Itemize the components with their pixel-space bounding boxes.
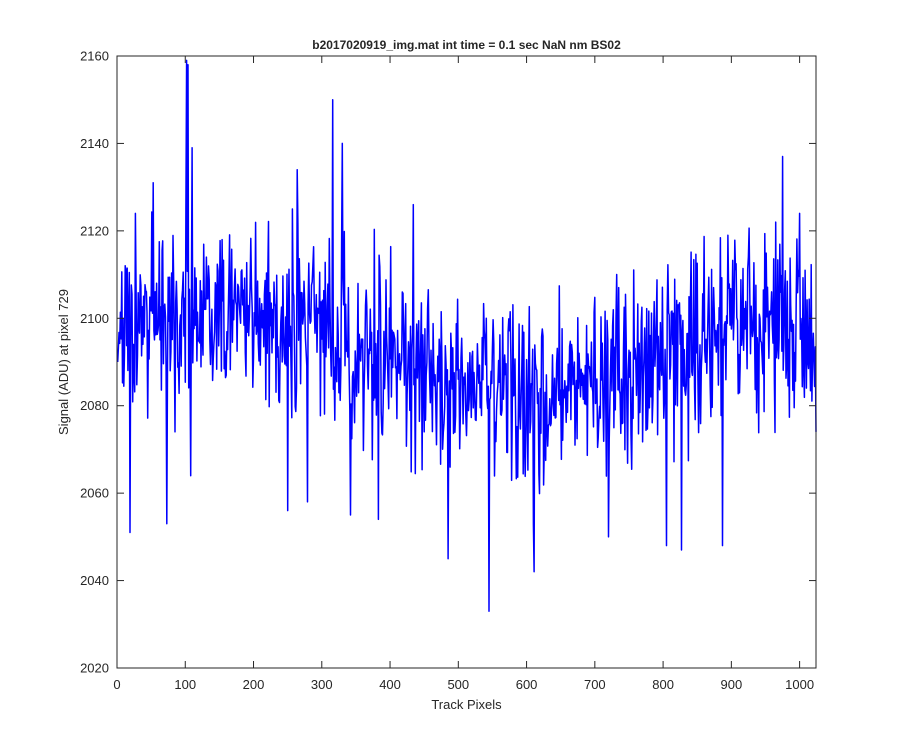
x-axis-label: Track Pixels [431,697,502,712]
y-axis-label: Signal (ADU) at pixel 729 [56,289,71,435]
signal-line [116,59,817,612]
x-tick-label: 200 [243,677,265,692]
ticks-layer: 0 100 200 300 400 500 600 700 800 900 1000 2020 2040… [80,49,816,692]
x-tick-label: 100 [174,677,196,692]
plot-box [116,55,817,669]
y-tick-label: 2060 [80,486,109,501]
x-tick-label: 800 [652,677,674,692]
y-tick-label: 2040 [80,573,109,588]
y-tick-label: 2160 [80,49,109,64]
chart-title: b2017020919_img.mat int time = 0.1 sec N… [312,38,621,52]
x-tick-label: 900 [721,677,743,692]
x-tick-label: 1000 [785,677,814,692]
series-layer [116,59,817,612]
x-tick-label: 300 [311,677,333,692]
x-tick-label: 600 [516,677,538,692]
x-tick-label: 400 [379,677,401,692]
y-tick-label: 2020 [80,661,109,676]
y-tick-label: 2140 [80,136,109,151]
y-tick-label: 2120 [80,223,109,238]
y-tick-label: 2100 [80,311,109,326]
y-tick-label: 2080 [80,398,109,413]
x-tick-label: 0 [113,677,120,692]
x-tick-label: 500 [447,677,469,692]
x-tick-label: 700 [584,677,606,692]
